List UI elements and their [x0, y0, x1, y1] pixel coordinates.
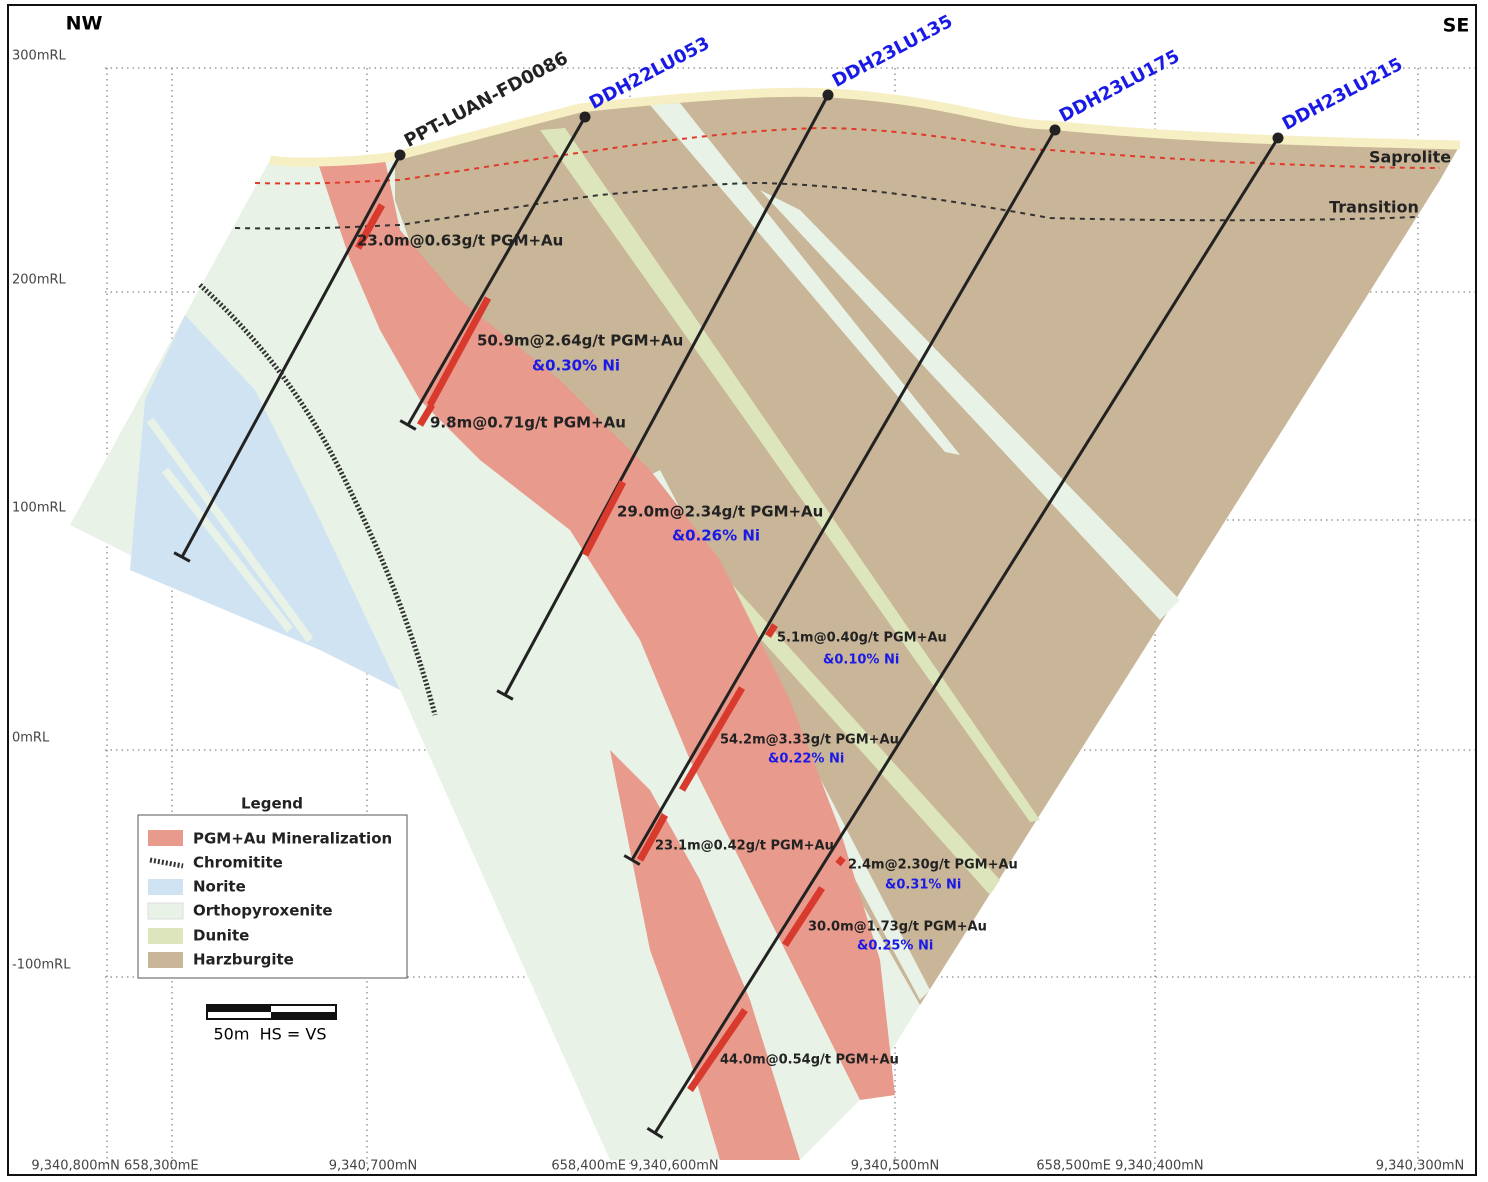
- drill-trace: [653, 137, 1280, 1134]
- legend-item: Dunite: [193, 927, 249, 945]
- coordinate-label: 9,340,300mN: [1376, 1159, 1465, 1174]
- mineralization: [318, 160, 895, 1100]
- nickel-label: &0.26% Ni: [672, 527, 760, 545]
- intercept: [636, 813, 669, 862]
- coordinate-label: 9,340,500mN: [851, 1159, 940, 1174]
- intercept-label: 30.0m@1.73g/t PGM+Au: [808, 920, 987, 935]
- elevation-label: 100mRL: [12, 501, 67, 516]
- drill-trace: [180, 154, 402, 558]
- intercept: [581, 480, 627, 557]
- chromitite: [198, 283, 438, 716]
- hole-end: [646, 1126, 664, 1140]
- intercept: [678, 686, 746, 792]
- nickel-label: &0.22% Ni: [768, 752, 844, 767]
- intercept-label: 44.0m@0.54g/t PGM+Au: [720, 1053, 899, 1068]
- legend-item: Harzburgite: [193, 951, 294, 969]
- geology: [70, 87, 1461, 1160]
- scale-label: 50m HS = VS: [214, 1025, 327, 1044]
- legend-item: Norite: [193, 878, 246, 896]
- intercept-label: 2.4m@2.30g/t PGM+Au: [848, 858, 1018, 873]
- intercept: [782, 886, 825, 947]
- elevation-label: 300mRL: [12, 49, 67, 64]
- coordinate-label: 658,500mE 9,340,400mN: [1036, 1159, 1203, 1174]
- legend-swatch: [147, 902, 184, 920]
- elevation-label: 200mRL: [12, 273, 67, 288]
- intercept-label: 23.1m@0.42g/t PGM+Au: [655, 839, 834, 854]
- intercept-label: 9.8m@0.71g/t PGM+Au: [430, 414, 626, 432]
- collar: [1049, 124, 1061, 136]
- intercept: [835, 855, 846, 867]
- orthopyroxenite-band: [650, 103, 960, 455]
- nickel-label: &0.10% Ni: [823, 653, 899, 668]
- coordinate-label: 9,340,700mN: [329, 1159, 418, 1174]
- dunite-band: [540, 128, 1040, 822]
- harzburgite: [395, 93, 1460, 1005]
- intercept: [354, 203, 386, 250]
- intercept-label: 50.9m@2.64g/t PGM+Au: [477, 332, 683, 350]
- legend-item: Orthopyroxenite: [193, 902, 333, 920]
- legend-swatch: [148, 879, 183, 895]
- dunite-band: [690, 560, 1000, 895]
- legend-swatch: [148, 830, 183, 846]
- scale-bar: 50m HS = VS: [206, 1004, 337, 1044]
- coordinate-label: 658,400mE 9,340,600mN: [551, 1159, 718, 1174]
- hole-end: [173, 551, 191, 563]
- norite-band: [146, 417, 314, 643]
- nickel-label: &0.30% Ni: [532, 357, 620, 375]
- legend-item: Chromitite: [193, 854, 283, 872]
- drill-trace: [406, 116, 587, 426]
- collar: [579, 111, 591, 123]
- intercept: [687, 1008, 748, 1092]
- norite: [130, 315, 400, 690]
- drill-trace: [630, 129, 1057, 861]
- hole-end: [399, 419, 417, 431]
- intercept-label: 54.2m@3.33g/t PGM+Au: [720, 733, 899, 748]
- surface-label: Transition: [1329, 198, 1419, 217]
- intercept: [426, 296, 492, 407]
- legend-title: Legend: [241, 795, 303, 813]
- collar: [822, 89, 834, 101]
- collar: [1272, 132, 1284, 144]
- transition-base: [234, 181, 1416, 230]
- coordinate-label: 9,340,800mN 658,300mE: [31, 1159, 198, 1174]
- legend-swatch: [148, 928, 183, 944]
- legend: Legend PGM+Au Mineralization Chromitite …: [137, 795, 408, 979]
- direction: SE: [1443, 15, 1470, 37]
- nickel-label: &0.25% Ni: [857, 939, 933, 954]
- hole-end: [496, 689, 514, 701]
- intercept-label: 29.0m@2.34g/t PGM+Au: [617, 503, 823, 521]
- orthopyroxenite-band: [760, 190, 1180, 620]
- intercept-label: 23.0m@0.63g/t PGM+Au: [357, 232, 563, 250]
- intercept-label: 5.1m@0.40g/t PGM+Au: [777, 631, 947, 646]
- legend-swatch: [148, 952, 183, 968]
- intercept: [416, 403, 436, 427]
- elevation-label: 0mRL: [12, 731, 50, 746]
- drill-trace: [503, 94, 830, 696]
- direction: NW: [66, 13, 103, 35]
- nickel-label: &0.31% Ni: [885, 878, 961, 893]
- intercept: [765, 623, 778, 638]
- legend-swatch: [149, 857, 184, 869]
- elevation-label: -100mRL: [12, 958, 71, 973]
- collar: [394, 149, 406, 161]
- legend-item: PGM+Au Mineralization: [193, 830, 392, 848]
- mineralization: [610, 750, 800, 1160]
- surface-label: Saprolite: [1369, 148, 1451, 167]
- hole-end: [623, 854, 641, 866]
